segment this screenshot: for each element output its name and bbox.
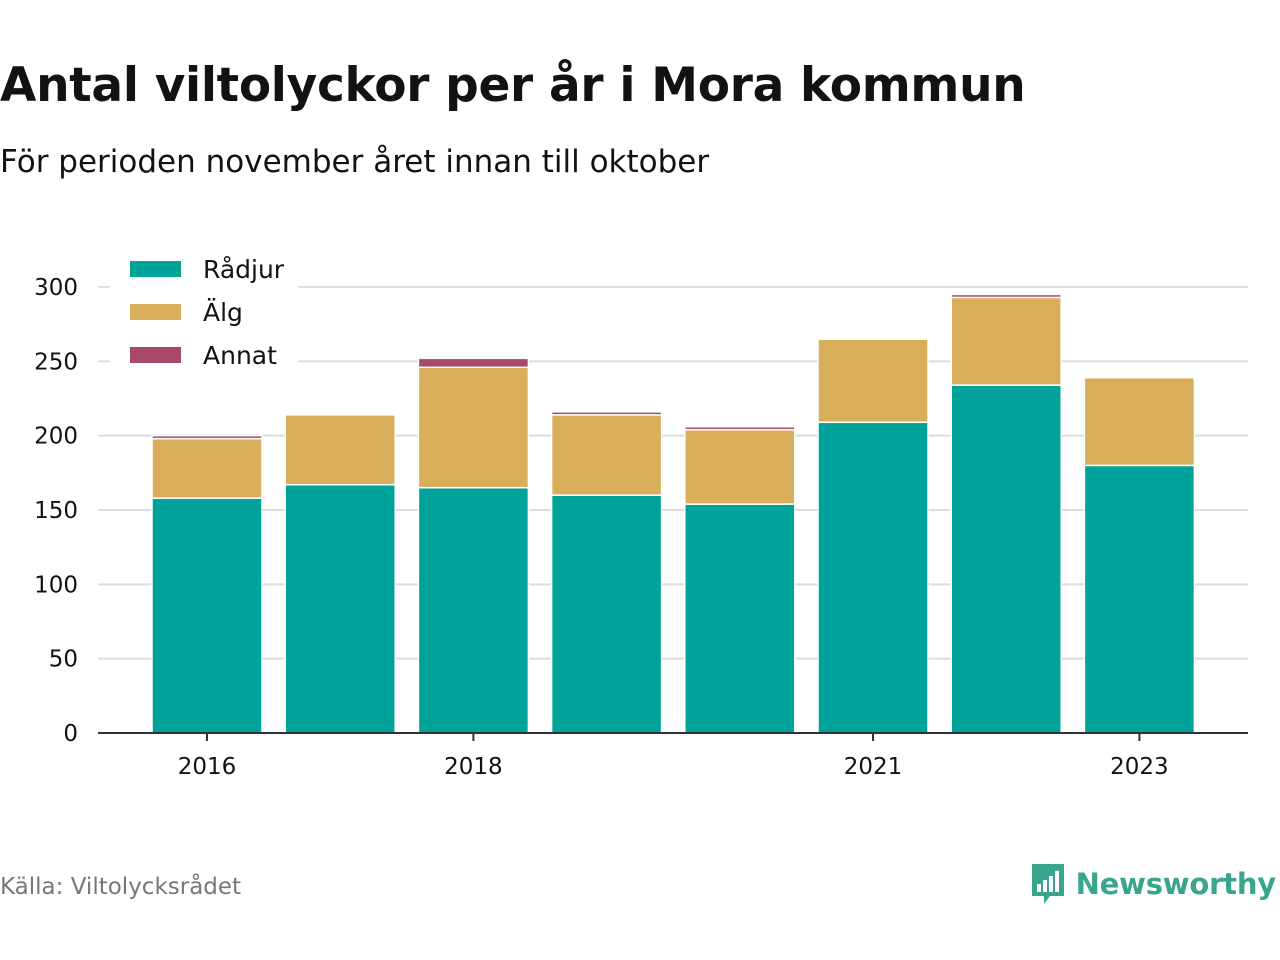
bar-segment-annat-2022 bbox=[950, 293, 1062, 299]
bar-segment-rådjur-2021 bbox=[817, 421, 929, 734]
source-note: Källa: Viltolycksrådet bbox=[0, 874, 242, 900]
y-axis: 0 50 100 150 200 250 300 bbox=[34, 275, 78, 747]
bar-segment-annat-2018 bbox=[417, 357, 530, 369]
bar-segment-älg-2019 bbox=[550, 414, 663, 496]
bar-segment-älg-2023 bbox=[1083, 376, 1196, 467]
y-tick-label: 300 bbox=[34, 275, 78, 301]
y-tick-label: 100 bbox=[34, 572, 78, 598]
x-tick-label: 2021 bbox=[844, 754, 903, 780]
x-tick-label: 2023 bbox=[1110, 754, 1169, 780]
bar-segment-älg-2022 bbox=[950, 296, 1062, 386]
bar-segment-rådjur-2020 bbox=[684, 503, 796, 734]
x-axis: 2016 2018 2021 2023 bbox=[98, 732, 1248, 780]
y-tick-label: 200 bbox=[34, 424, 78, 450]
bar-segment-älg-2017 bbox=[284, 414, 396, 486]
stacked-bar-chart: 0 50 100 150 200 250 300 2016 2018 2021 2023 Rådj… bbox=[34, 248, 1248, 780]
x-tick-label: 2016 bbox=[178, 754, 237, 780]
bar-segment-rådjur-2023 bbox=[1083, 464, 1196, 734]
brand-name: Newsworthy bbox=[1075, 867, 1277, 901]
bar-segment-rådjur-2018 bbox=[417, 486, 530, 734]
y-tick-label: 50 bbox=[49, 647, 78, 673]
bar-segment-rådjur-2022 bbox=[950, 384, 1062, 734]
y-tick-label: 250 bbox=[34, 349, 78, 375]
brand-logo: Newsworthy bbox=[1030, 862, 1276, 906]
legend-swatch-annat bbox=[130, 347, 181, 363]
y-tick-label: 150 bbox=[34, 498, 78, 524]
bar-segment-rådjur-2016 bbox=[151, 497, 263, 734]
bar-segment-älg-2021 bbox=[817, 338, 929, 424]
newsworthy-logo-icon bbox=[1031, 864, 1064, 904]
chart-title: Antal viltolyckor per år i Mora kommun bbox=[0, 58, 1026, 113]
bar-segment-annat-2016 bbox=[151, 434, 263, 440]
legend-label-älg: Älg bbox=[203, 298, 243, 327]
bar-segment-annat-2020 bbox=[684, 425, 796, 431]
chart-subtitle: För perioden november året innan till ok… bbox=[0, 144, 710, 180]
legend-swatch-älg bbox=[130, 304, 181, 320]
legend-label-annat: Annat bbox=[203, 341, 277, 370]
bar-segment-älg-2018 bbox=[417, 366, 530, 489]
bar-segment-älg-2016 bbox=[151, 437, 263, 499]
bar-segment-annat-2019 bbox=[550, 411, 663, 416]
y-tick-label: 0 bbox=[63, 721, 78, 747]
legend-swatch-rådjur bbox=[130, 261, 181, 277]
legend: Rådjur Älg Annat bbox=[110, 248, 298, 373]
legend-label-rådjur: Rådjur bbox=[203, 255, 285, 284]
bar-segment-älg-2020 bbox=[684, 428, 796, 505]
x-tick-label: 2018 bbox=[444, 754, 503, 780]
bar-segment-rådjur-2017 bbox=[284, 483, 396, 734]
bars bbox=[151, 293, 1196, 734]
bar-segment-annat-2021 bbox=[817, 336, 929, 340]
bar-segment-rådjur-2019 bbox=[550, 494, 663, 734]
